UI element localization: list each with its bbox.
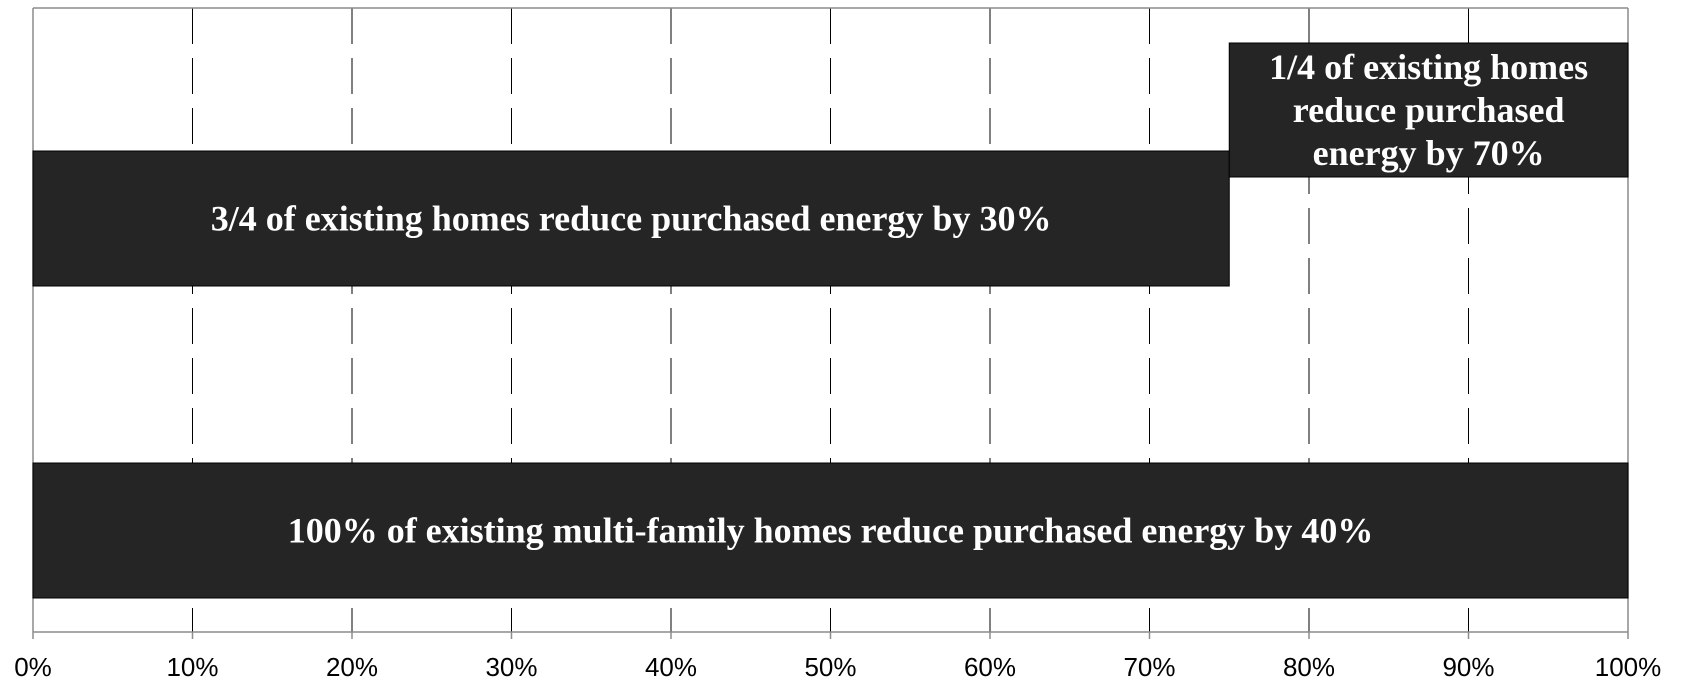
x-tick-label-8: 80% — [1283, 652, 1335, 682]
bar-label-upper-1-line-2: energy by 70% — [1313, 133, 1545, 173]
x-tick-label-9: 90% — [1442, 652, 1494, 682]
x-tick-label-0: 0% — [14, 652, 52, 682]
x-tick-label-5: 50% — [804, 652, 856, 682]
bar-label-upper-1-line-0: 1/4 of existing homes — [1269, 47, 1588, 87]
bar-lower-segment-0 — [32, 462, 1629, 599]
x-tick-label-10: 100% — [1595, 652, 1662, 682]
x-tick-label-7: 70% — [1123, 652, 1175, 682]
x-tick-label-1: 10% — [166, 652, 218, 682]
x-tick-label-3: 30% — [485, 652, 537, 682]
bar-label-lower-0-line-0: 100% of existing multi-family homes redu… — [288, 511, 1374, 551]
x-tick-label-2: 20% — [326, 652, 378, 682]
bar-upper-segment-0 — [32, 150, 1230, 287]
x-tick-label-4: 40% — [645, 652, 697, 682]
x-axis: 0% 10% 20% 30% 40% 50% 60% 70% 80% 90% 100% — [14, 631, 1662, 682]
bar-label-upper-1-line-1: reduce purchased — [1293, 90, 1565, 130]
bar-upper-segment-1 — [1228, 42, 1629, 178]
bar-layer: 3/4 of existing homes reduce purchased e… — [32, 42, 1629, 599]
grid-layer — [192, 8, 1469, 632]
x-tick-label-6: 60% — [964, 652, 1016, 682]
bar-label-upper-0-line-0: 3/4 of existing homes reduce purchased e… — [211, 199, 1052, 239]
